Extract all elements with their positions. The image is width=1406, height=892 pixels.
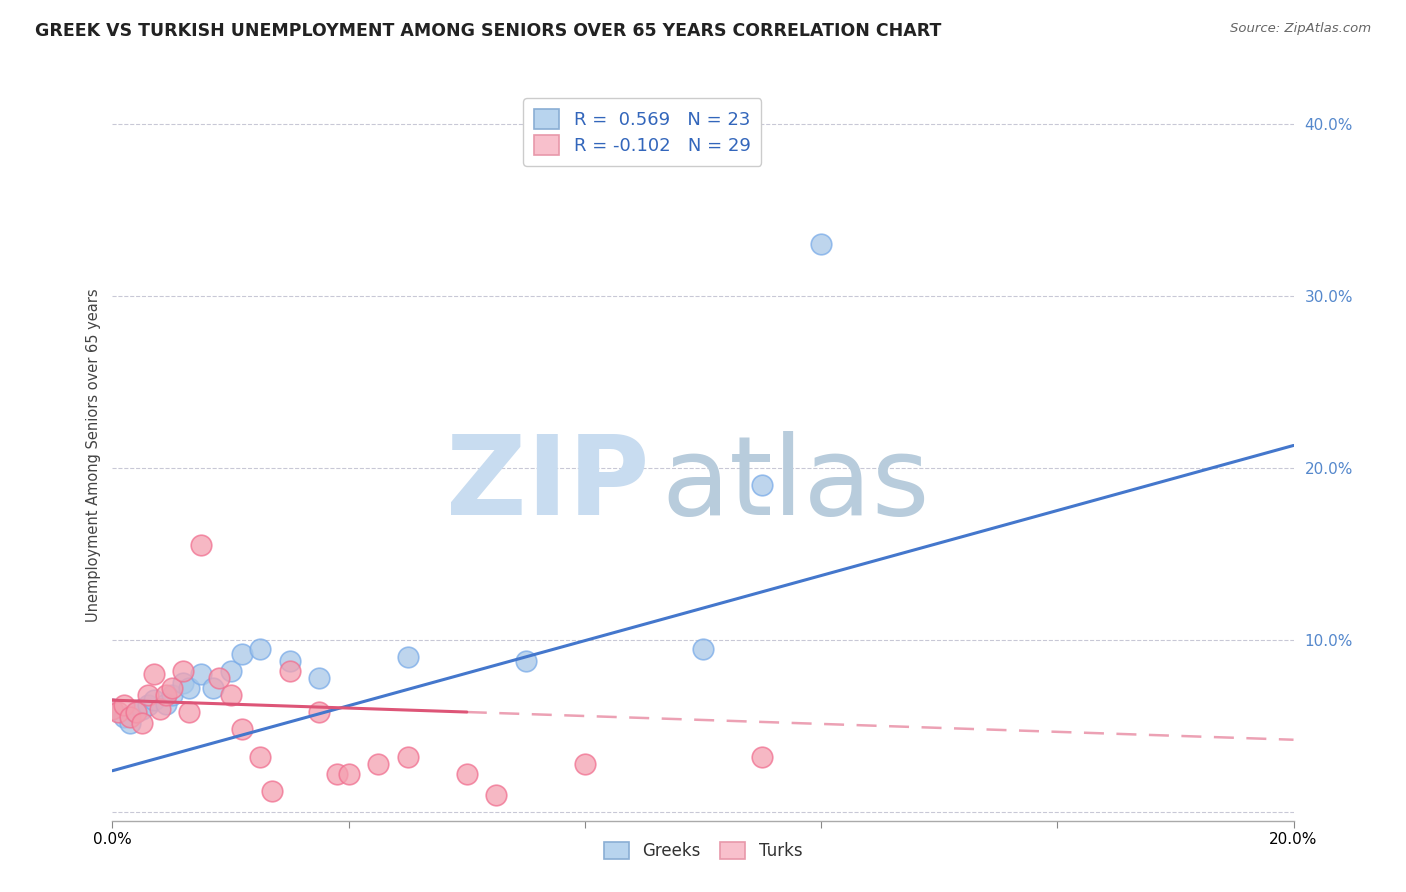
Legend: Greeks, Turks: Greeks, Turks — [598, 836, 808, 867]
Point — [155, 688, 177, 702]
Point — [231, 647, 253, 661]
Point — [367, 756, 389, 771]
Point — [112, 710, 135, 724]
Point — [142, 667, 165, 681]
Point — [485, 788, 508, 802]
Point — [249, 641, 271, 656]
Point — [160, 688, 183, 702]
Text: Source: ZipAtlas.com: Source: ZipAtlas.com — [1230, 22, 1371, 36]
Point — [142, 693, 165, 707]
Point — [131, 715, 153, 730]
Point — [179, 705, 201, 719]
Point — [456, 767, 478, 781]
Point — [107, 705, 129, 719]
Point — [396, 650, 419, 665]
Point — [131, 702, 153, 716]
Point — [179, 681, 201, 695]
Point — [692, 641, 714, 656]
Text: GREEK VS TURKISH UNEMPLOYMENT AMONG SENIORS OVER 65 YEARS CORRELATION CHART: GREEK VS TURKISH UNEMPLOYMENT AMONG SENI… — [35, 22, 942, 40]
Point — [201, 681, 224, 695]
Point — [308, 705, 330, 719]
Y-axis label: Unemployment Among Seniors over 65 years: Unemployment Among Seniors over 65 years — [86, 288, 101, 622]
Point — [136, 688, 159, 702]
Point — [101, 702, 124, 716]
Point — [149, 702, 172, 716]
Point — [574, 756, 596, 771]
Point — [136, 698, 159, 713]
Point — [249, 750, 271, 764]
Point — [120, 710, 142, 724]
Point — [278, 654, 301, 668]
Point — [125, 705, 148, 719]
Point — [396, 750, 419, 764]
Point — [101, 702, 124, 716]
Point — [190, 538, 212, 552]
Point — [172, 676, 194, 690]
Point — [219, 664, 242, 678]
Point — [308, 671, 330, 685]
Text: ZIP: ZIP — [447, 431, 650, 538]
Point — [112, 698, 135, 713]
Point — [208, 671, 231, 685]
Point — [155, 697, 177, 711]
Point — [751, 750, 773, 764]
Point — [515, 654, 537, 668]
Point — [120, 715, 142, 730]
Point — [810, 237, 832, 252]
Point — [231, 723, 253, 737]
Point — [260, 784, 283, 798]
Point — [326, 767, 349, 781]
Point — [219, 688, 242, 702]
Point — [160, 681, 183, 695]
Point — [278, 664, 301, 678]
Point — [751, 478, 773, 492]
Text: atlas: atlas — [662, 431, 931, 538]
Point — [337, 767, 360, 781]
Point — [125, 705, 148, 719]
Point — [190, 667, 212, 681]
Point — [172, 664, 194, 678]
